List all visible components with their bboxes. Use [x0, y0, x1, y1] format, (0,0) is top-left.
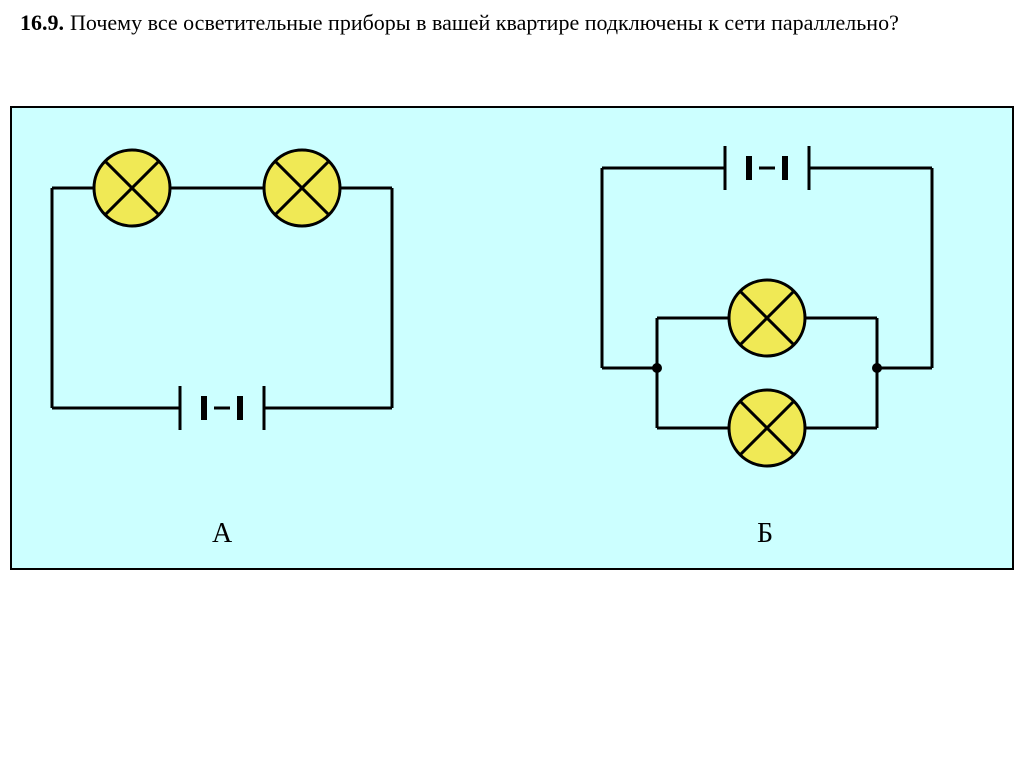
circuit-svg — [12, 108, 1012, 508]
circuit-diagram: А Б — [10, 106, 1014, 570]
circuit-label-a: А — [212, 518, 232, 550]
question-number: 16.9. — [20, 10, 64, 35]
question-body: Почему все осветительные приборы в вашей… — [70, 10, 899, 35]
question-text: 16.9.Почему все осветительные приборы в … — [0, 0, 1024, 46]
circuit-label-b: Б — [757, 518, 773, 550]
